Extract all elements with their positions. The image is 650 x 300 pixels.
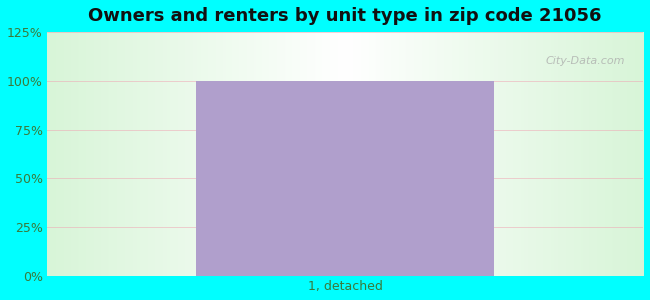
Text: City-Data.com: City-Data.com (545, 56, 625, 66)
Bar (196, 81, 494, 276)
Title: Owners and renters by unit type in zip code 21056: Owners and renters by unit type in zip c… (88, 7, 602, 25)
